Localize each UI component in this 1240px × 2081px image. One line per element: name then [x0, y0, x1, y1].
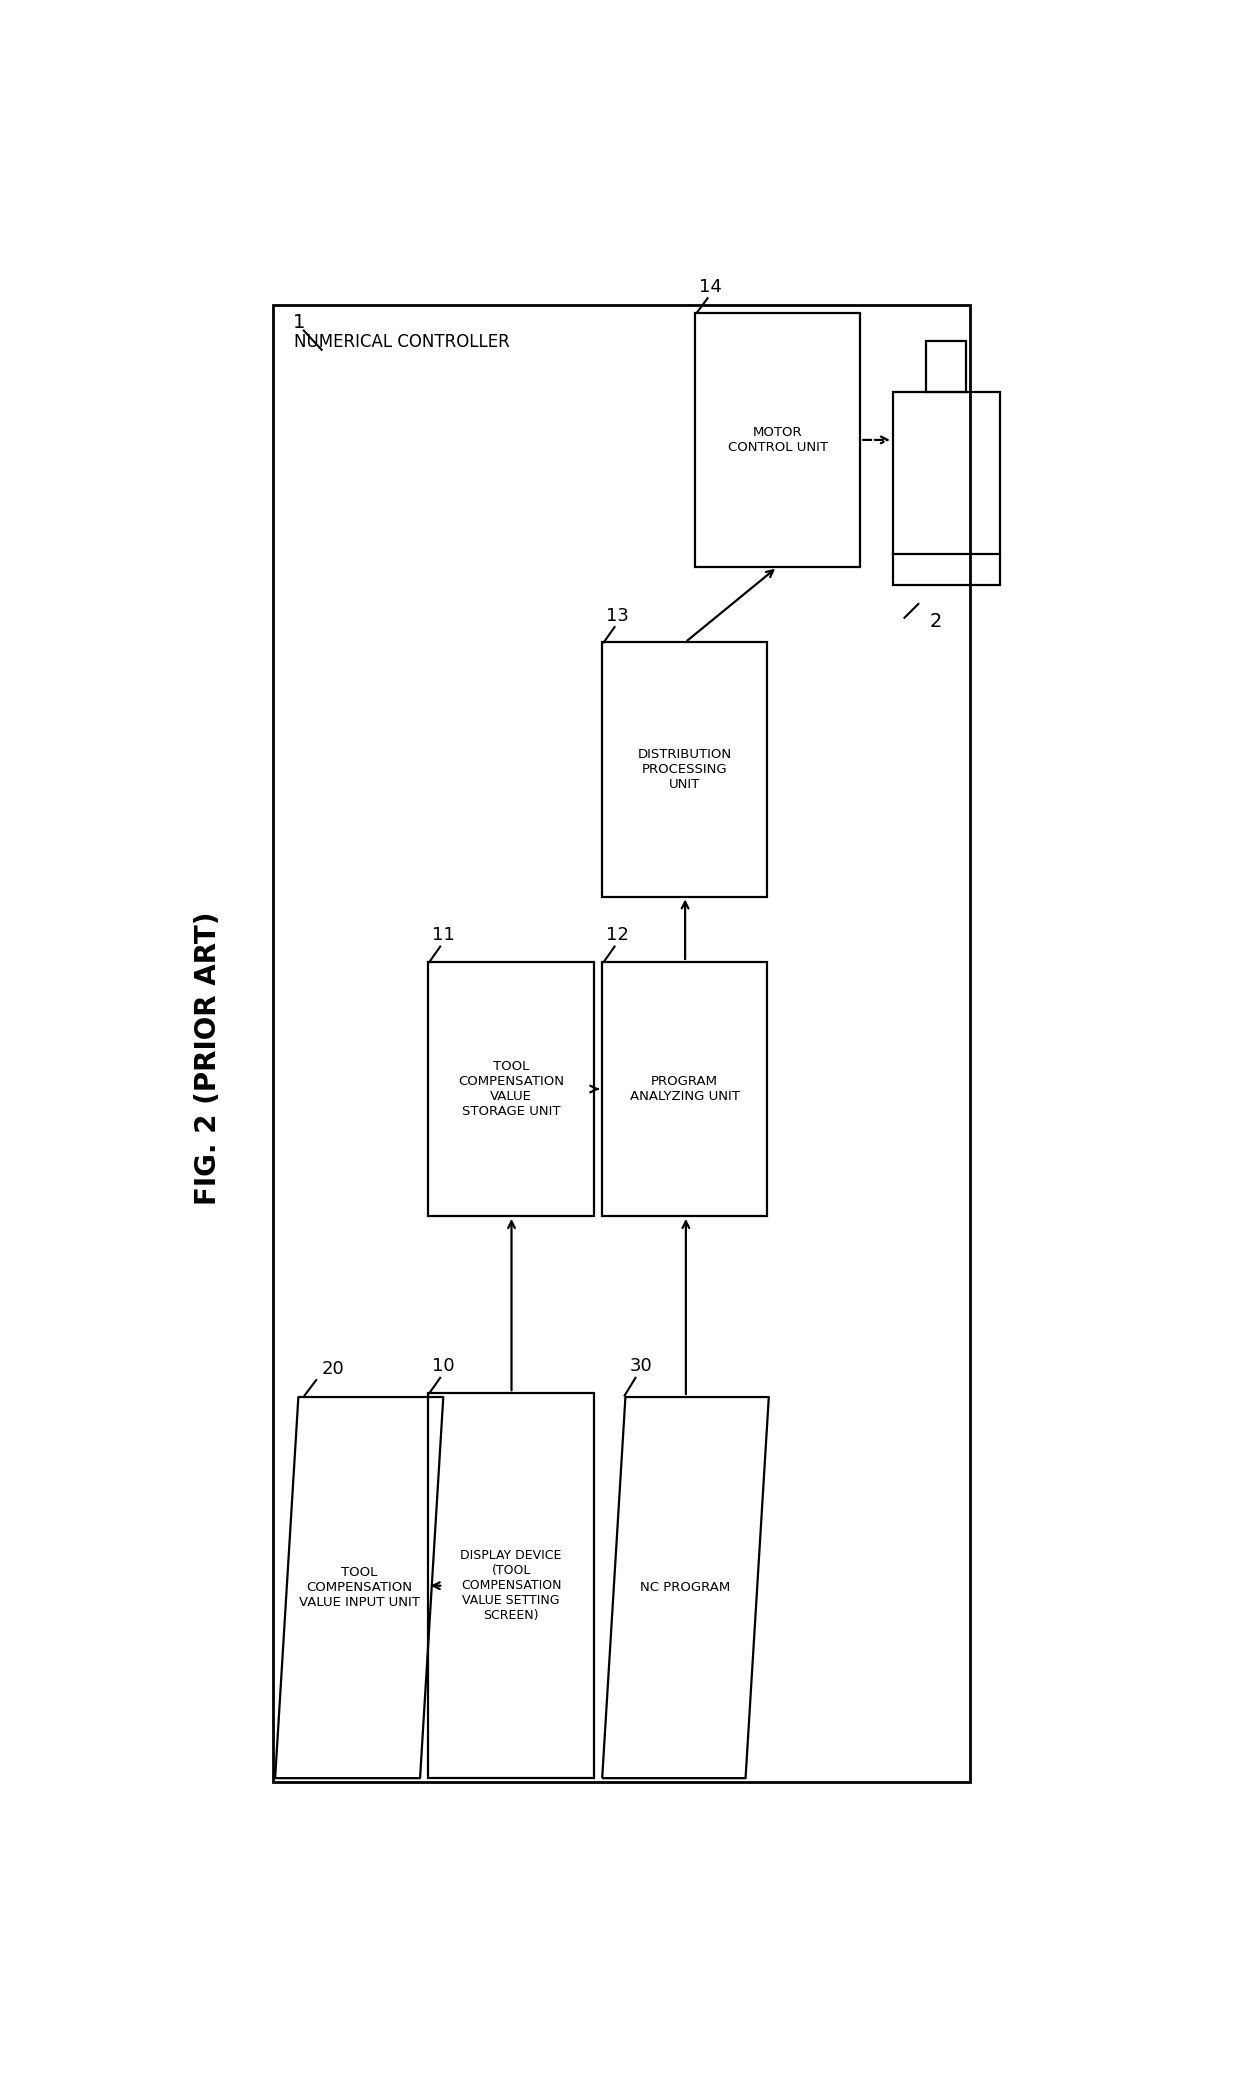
Text: 14: 14 [699, 279, 722, 296]
Text: 12: 12 [606, 926, 629, 945]
Text: TOOL
COMPENSATION
VALUE
STORAGE UNIT: TOOL COMPENSATION VALUE STORAGE UNIT [458, 1059, 564, 1117]
Text: MOTOR
CONTROL UNIT: MOTOR CONTROL UNIT [728, 427, 828, 454]
Bar [893, 391, 999, 585]
Text: 30: 30 [629, 1357, 652, 1376]
Text: 11: 11 [432, 926, 454, 945]
Bar [696, 312, 861, 566]
Text: NC PROGRAM: NC PROGRAM [640, 1582, 730, 1594]
Bar [603, 643, 768, 897]
Bar [926, 341, 966, 391]
Text: TOOL
COMPENSATION
VALUE INPUT UNIT: TOOL COMPENSATION VALUE INPUT UNIT [299, 1567, 419, 1609]
Text: 1: 1 [293, 312, 305, 331]
Bar [273, 306, 970, 1781]
Bar [428, 1392, 594, 1777]
Text: DISPLAY DEVICE
(TOOL
COMPENSATION
VALUE SETTING
SCREEN): DISPLAY DEVICE (TOOL COMPENSATION VALUE … [460, 1548, 562, 1623]
Text: 2: 2 [930, 612, 942, 631]
Text: PROGRAM
ANALYZING UNIT: PROGRAM ANALYZING UNIT [630, 1076, 739, 1103]
Text: 10: 10 [432, 1357, 454, 1376]
Text: 20: 20 [321, 1359, 345, 1378]
Bar [428, 961, 594, 1215]
Bar [603, 961, 768, 1215]
Text: FIG. 2 (PRIOR ART): FIG. 2 (PRIOR ART) [193, 911, 222, 1205]
Text: 13: 13 [606, 608, 629, 624]
Text: DISTRIBUTION
PROCESSING
UNIT: DISTRIBUTION PROCESSING UNIT [637, 747, 732, 791]
Text: NUMERICAL CONTROLLER: NUMERICAL CONTROLLER [295, 333, 510, 352]
